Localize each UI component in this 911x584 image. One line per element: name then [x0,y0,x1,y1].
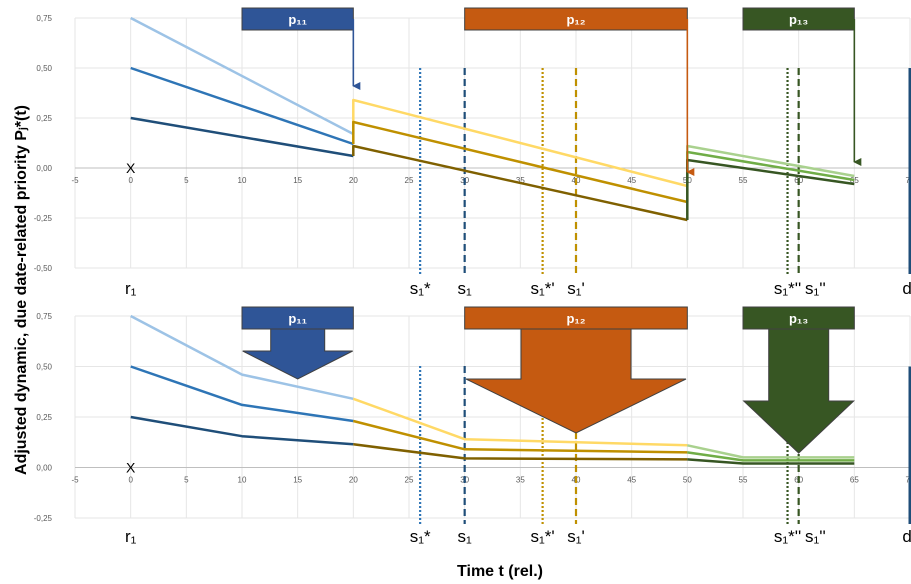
x-tick-label: -5 [71,176,79,185]
series-line [130,66,354,146]
bottom-chart-panel: -50510152025303540455055606570-0,250,000… [34,306,911,524]
x-tick-label: 5 [184,476,189,485]
top-chart-panel: -50510152025303540455055606570-0,50-0,25… [34,7,911,274]
x-tick-label: 10 [238,476,247,485]
event-label: s₁*' [531,279,555,298]
x-tick-label: 65 [850,176,859,185]
process-box-label: p₁₁ [288,12,307,27]
series-line [687,451,855,462]
event-label: d₁ [902,279,911,298]
event-label: s₁ [458,527,473,546]
y-tick-label: 0,00 [36,464,52,473]
y-tick-label: 0,75 [36,312,52,321]
x-tick-label: 65 [850,476,859,485]
process-box-label: p₁₃ [789,311,808,326]
series-line [352,120,688,204]
y-tick-label: 0,25 [36,114,52,123]
origin-x-annotation: X [126,160,136,176]
event-label: s₁* [410,527,431,546]
x-tick-label: 10 [238,176,247,185]
process-box-label: p₁₂ [566,12,585,27]
x-tick-label: 70 [906,176,911,185]
series-line [687,444,855,459]
series-line [130,314,354,401]
series-line [130,116,354,158]
event-label: s₁*'' [774,527,801,546]
x-tick-label: 25 [405,176,414,185]
x-tick-label: 15 [293,476,302,485]
event-label: s₁* [410,279,431,298]
series-line [687,458,855,465]
process-box-label: p₁₂ [566,311,585,326]
x-tick-label: 15 [293,176,302,185]
x-tick-label: 5 [184,176,189,185]
x-tick-label: 70 [906,476,911,485]
y-tick-label: 0,00 [36,164,52,173]
x-tick-label: 35 [516,176,525,185]
event-label: s₁'' [805,527,826,546]
x-tick-label: 0 [128,476,133,485]
event-label: d₁ [902,527,911,546]
x-tick-label: 55 [739,476,748,485]
series-line [130,16,354,136]
series-line [130,365,354,423]
y-axis-label: Adjusted dynamic, due date-related prior… [13,105,30,475]
y-tick-label: 0,50 [36,363,52,372]
bottom-event-labels: r₁ s₁* s₁ s₁*' s₁' s₁*''s₁'' d₁ [125,527,911,546]
series-line [686,150,855,202]
event-label: r₁ [125,527,137,546]
series-line [130,415,354,446]
process-block-arrow [465,328,687,434]
x-tick-label: 20 [349,176,358,185]
x-tick-label: -5 [71,476,79,485]
series-line [352,397,688,447]
series-line [686,158,855,220]
event-label: s₁ [458,279,473,298]
event-label: s₁*'' [774,279,801,298]
process-box-label: p₁₁ [288,311,307,326]
series-line [353,443,688,461]
top-event-labels: r₁ s₁* s₁ s₁*' s₁' s₁*''s₁'' d₁ [125,279,911,298]
y-tick-label: 0,25 [36,413,52,422]
event-label: s₁*' [531,527,555,546]
x-tick-label: 45 [627,176,636,185]
origin-x-annotation: X [126,460,136,476]
process-block-arrow [242,328,353,380]
y-tick-label: 0,75 [36,14,52,23]
x-tick-label: 25 [405,476,414,485]
x-axis-label: Time t (rel.) [457,563,543,580]
x-tick-label: 35 [516,476,525,485]
series-line [352,419,688,454]
x-tick-label: 20 [349,476,358,485]
event-label: s₁' [567,527,584,546]
y-tick-label: -0,25 [34,214,53,223]
x-tick-label: 55 [739,176,748,185]
process-box-label: p₁₃ [789,12,808,27]
series-line [352,144,688,222]
x-tick-label: 0 [128,176,133,185]
x-tick-label: 50 [683,476,692,485]
x-tick-label: 45 [627,476,636,485]
event-label: s₁'' [805,279,826,298]
y-tick-label: -0,25 [34,514,53,523]
event-label: r₁ [125,279,137,298]
y-tick-label: -0,50 [34,264,53,273]
event-label: s₁' [567,279,584,298]
y-tick-label: 0,50 [36,64,52,73]
process-block-arrow [742,328,855,454]
